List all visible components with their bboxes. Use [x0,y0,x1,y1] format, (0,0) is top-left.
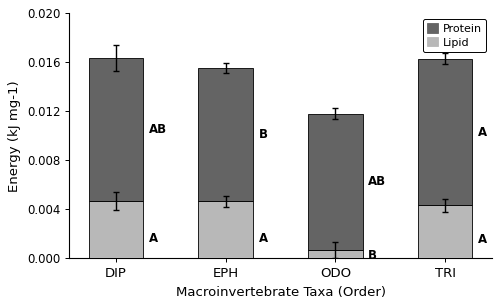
Text: A: A [258,232,268,245]
Legend: Protein, Lipid: Protein, Lipid [422,19,486,52]
Text: AB: AB [149,123,167,136]
Bar [418,59,472,205]
Bar [308,250,363,258]
Bar [88,201,144,258]
Y-axis label: Energy (kJ mg-1): Energy (kJ mg-1) [8,80,22,192]
Bar [88,58,144,201]
Bar [308,114,363,250]
Text: A: A [478,126,487,138]
Bar [198,68,253,201]
Bar [418,205,472,258]
Bar [198,201,253,258]
Text: A: A [149,232,158,245]
X-axis label: Macroinvertebrate Taxa (Order): Macroinvertebrate Taxa (Order) [176,286,386,299]
Text: AB: AB [368,175,386,188]
Text: B: B [258,128,268,141]
Text: B: B [368,249,378,262]
Text: A: A [478,233,487,246]
